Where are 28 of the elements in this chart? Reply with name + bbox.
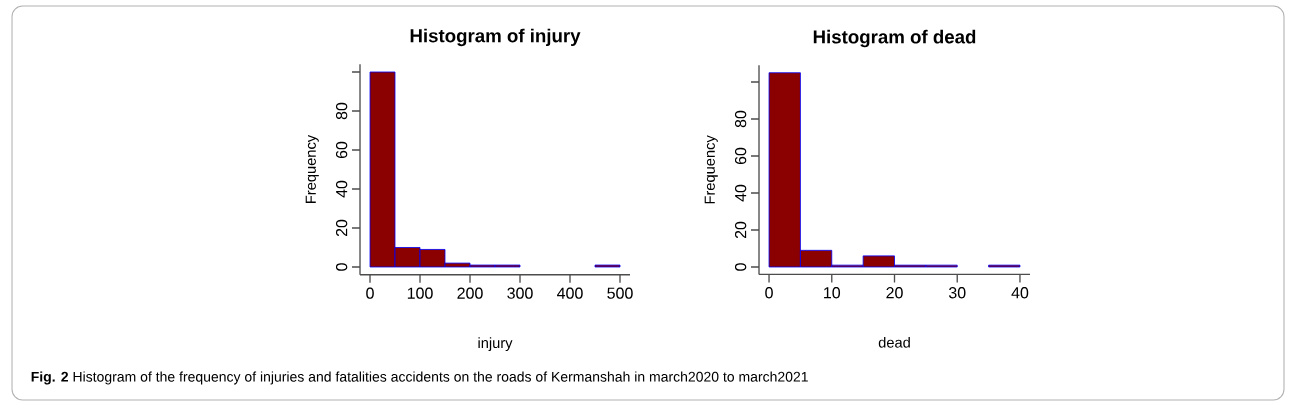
x-tick-label: 20 bbox=[886, 287, 903, 299]
x-axis-title: injury bbox=[478, 337, 513, 351]
x-tick-label: 100 bbox=[407, 287, 433, 299]
x-tick-label: 10 bbox=[824, 287, 841, 299]
y-tick-label: 0 bbox=[734, 263, 747, 271]
y-tick-label: 40 bbox=[335, 180, 348, 198]
x-tick-label: 400 bbox=[557, 287, 583, 299]
y-tick-label: 80 bbox=[734, 110, 747, 128]
y-axis-title: Frequency bbox=[305, 134, 319, 203]
y-axis-title: Frequency bbox=[704, 135, 718, 204]
y-tick-label: 0 bbox=[335, 263, 348, 271]
y-tick-label: 80 bbox=[335, 102, 348, 120]
x-tick-label: 40 bbox=[1011, 287, 1029, 299]
x-tick-label: 0 bbox=[765, 287, 773, 299]
x-tick-label: 200 bbox=[457, 287, 483, 299]
x-axis-title: dead bbox=[878, 336, 910, 348]
y-tick-label: 60 bbox=[734, 147, 747, 165]
x-tick-label: 30 bbox=[948, 287, 966, 299]
chart-title: Histogram of injury bbox=[410, 28, 581, 47]
y-tick-label: 20 bbox=[734, 221, 747, 239]
x-tick-label: 300 bbox=[507, 287, 533, 299]
x-tick-label: 500 bbox=[607, 287, 633, 299]
x-tick-label: 0 bbox=[366, 287, 374, 299]
text: Fig. 2 Histogram of the frequency of injuries and fatalities accidents on the roads of Kermanshah in march2020 to march2021 bbox=[31, 371, 808, 385]
y-tick-label: 60 bbox=[335, 141, 348, 159]
chart-title: Histogram of dead bbox=[813, 29, 976, 48]
y-tick-label: 40 bbox=[734, 184, 747, 202]
y-tick-label: 20 bbox=[335, 219, 348, 237]
